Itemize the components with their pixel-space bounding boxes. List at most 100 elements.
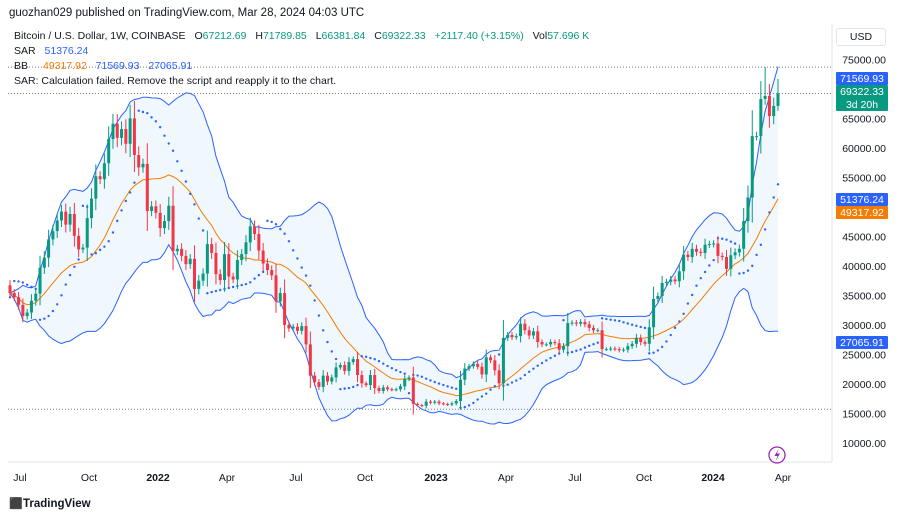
candle (613, 346, 617, 352)
candle-body (407, 377, 411, 380)
bb-label: BB (14, 60, 29, 72)
candle-body (386, 387, 390, 390)
low-value: 66381.84 (321, 30, 366, 42)
candle-body (231, 276, 235, 280)
bb-upper-line (9, 66, 779, 379)
candle (218, 269, 222, 285)
candle (729, 247, 733, 277)
sar-dot (768, 211, 771, 214)
chart-legend: Bitcoin / U.S. Dollar, 1W, COINBASE O672… (14, 29, 589, 89)
candle-body (450, 403, 454, 405)
sar-dot (317, 314, 321, 317)
sar-dot (424, 377, 428, 380)
sar-dot (493, 385, 497, 388)
sar-dot (244, 282, 248, 286)
sar-value: 51376.24 (44, 45, 89, 57)
candle (579, 319, 583, 327)
candle-body (167, 205, 171, 222)
time-axis[interactable]: Jul Oct 2022 Apr Jul Oct 2023 Apr Jul Oct 2024 Apr (13, 472, 791, 484)
sar-dot (613, 319, 617, 322)
sar-dot (394, 369, 398, 372)
price-tick-label: 55000.00 (842, 173, 886, 185)
candle-body (218, 274, 222, 281)
sar-dot (343, 387, 346, 390)
candle (107, 126, 111, 176)
candle (47, 229, 51, 267)
candle (102, 153, 106, 189)
candle-body (600, 330, 604, 350)
sar-dot (497, 353, 501, 356)
candle (617, 346, 621, 353)
candle (544, 342, 548, 347)
sar-dot (107, 240, 110, 243)
candle-body (124, 129, 128, 144)
sar-dot (437, 382, 441, 385)
candle (29, 294, 33, 319)
candle (188, 254, 192, 269)
candle (519, 317, 523, 343)
candle-body (265, 263, 269, 271)
candle-body (274, 275, 278, 302)
sar-dot (287, 240, 291, 243)
sar-dot (485, 392, 488, 395)
candle-body (561, 346, 565, 350)
candle-body (489, 357, 493, 361)
candle-body (287, 324, 291, 329)
candle-body (403, 379, 407, 387)
candle (334, 362, 338, 383)
sar-legend-row[interactable]: SAR 51376.24 (14, 44, 589, 59)
candle-body (356, 359, 360, 376)
candle (433, 399, 437, 405)
sar-dot (725, 238, 728, 241)
sar-dot (446, 385, 449, 388)
candle (686, 250, 690, 261)
candle-body (506, 334, 510, 338)
sar-dot (60, 294, 63, 297)
bb-legend-row[interactable]: BB 49317.92 71569.93 27065.91 (14, 59, 589, 74)
candle-body (510, 334, 514, 338)
sar-dot (480, 395, 484, 398)
candle (772, 97, 776, 125)
sar-dot (133, 181, 136, 184)
currency-button[interactable]: USD (836, 28, 886, 46)
candle-body (549, 342, 553, 345)
candle-body (420, 405, 424, 407)
candle-body (351, 359, 355, 363)
sar-dot (352, 385, 355, 389)
candle (64, 203, 68, 233)
sar-dot (300, 266, 303, 269)
candle (699, 248, 703, 257)
candle (34, 288, 38, 306)
tradingview-logo[interactable]: ⬛TradingView (9, 497, 91, 510)
candle (694, 244, 698, 256)
time-tick-label: Oct (81, 472, 97, 484)
candle-body (244, 242, 248, 255)
price-label-box (836, 193, 888, 206)
price-chart[interactable]: 10000.00 15000.00 20000.00 25000.00 30000.00… (0, 0, 904, 496)
sar-dot (695, 284, 698, 287)
sar-dot (274, 223, 278, 226)
candle (673, 276, 677, 285)
candle-body (630, 343, 634, 347)
candle (81, 243, 85, 254)
sar-dot (334, 357, 338, 361)
candle-body (330, 377, 334, 382)
sar-dot (549, 356, 552, 360)
sar-dot (759, 243, 763, 247)
sar-dot (227, 286, 231, 290)
sar-dot (47, 314, 50, 318)
candle (459, 370, 463, 410)
candle-body (707, 244, 711, 246)
candle-body (132, 118, 136, 155)
candle-body (574, 322, 578, 324)
candle-body (68, 213, 72, 225)
symbol-description[interactable]: Bitcoin / U.S. Dollar, 1W, COINBASE (14, 30, 186, 42)
candle (98, 171, 102, 185)
high-key: H (255, 30, 263, 42)
price-label-bb-upper: 71569.93 (836, 72, 888, 85)
candle (652, 286, 656, 340)
high-value: 71789.85 (262, 30, 307, 42)
candle-body (51, 231, 55, 240)
sar-dot (532, 367, 535, 370)
